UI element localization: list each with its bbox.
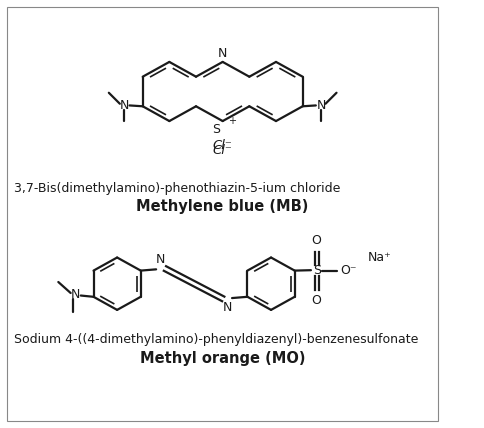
Text: Methylene blue (MB): Methylene blue (MB)	[136, 199, 309, 214]
Text: O: O	[312, 294, 321, 307]
Text: Methyl orange (MO): Methyl orange (MO)	[140, 351, 305, 366]
Text: S: S	[313, 264, 321, 277]
Text: Sodium 4-((4-dimethylamino)-phenyldiazenyl)-benzenesulfonate: Sodium 4-((4-dimethylamino)-phenyldiazen…	[14, 333, 418, 346]
Text: O⁻: O⁻	[340, 264, 357, 277]
Text: N: N	[156, 253, 165, 266]
Text: O: O	[312, 235, 321, 247]
Text: N: N	[120, 99, 129, 112]
Bar	[7, 7, 438, 421]
Text: S: S	[212, 123, 221, 136]
Text: Cl⁻: Cl⁻	[213, 139, 233, 152]
Text: 3,7-Bis(dimethylamino)-phenothiazin-5-ium chloride: 3,7-Bis(dimethylamino)-phenothiazin-5-iu…	[14, 182, 340, 195]
Text: N: N	[218, 47, 227, 60]
Text: Cl⁻: Cl⁻	[213, 144, 233, 158]
Text: N: N	[70, 288, 80, 301]
Text: N: N	[317, 99, 326, 112]
Text: Na⁺: Na⁺	[368, 251, 392, 265]
Text: N: N	[223, 301, 232, 315]
Text: +: +	[228, 116, 236, 126]
